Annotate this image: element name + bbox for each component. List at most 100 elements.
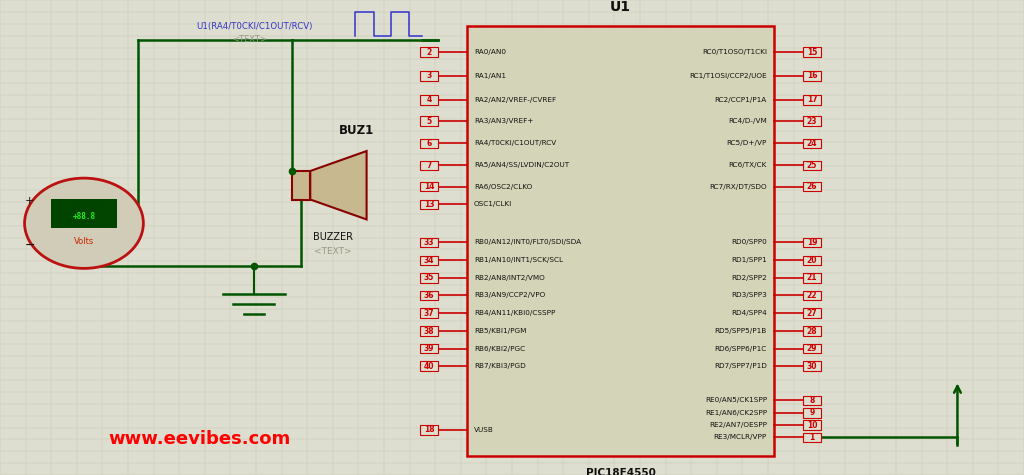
Text: RD3/SPP3: RD3/SPP3 (731, 293, 767, 298)
Bar (292, 171, 310, 200)
Bar (803, 273, 821, 283)
Bar (51, 200, 117, 228)
Bar (420, 326, 438, 336)
Text: 34: 34 (424, 256, 434, 265)
Text: BUZZER: BUZZER (312, 232, 353, 243)
Text: 37: 37 (424, 309, 434, 317)
Text: 35: 35 (424, 274, 434, 282)
Text: 20: 20 (807, 256, 817, 265)
Text: RB2/AN8/INT2/VMO: RB2/AN8/INT2/VMO (474, 275, 545, 281)
Text: 5: 5 (426, 117, 432, 125)
Bar (420, 425, 438, 435)
Text: 9: 9 (809, 408, 815, 417)
Bar (803, 95, 821, 104)
Text: RD5/SPP5/P1B: RD5/SPP5/P1B (715, 328, 767, 334)
Text: 22: 22 (807, 291, 817, 300)
Bar (803, 433, 821, 442)
Bar (803, 116, 821, 126)
Text: RD6/SPP6/P1C: RD6/SPP6/P1C (715, 346, 767, 352)
Text: RB1/AN10/INT1/SCK/SCL: RB1/AN10/INT1/SCK/SCL (474, 257, 563, 263)
Text: 28: 28 (807, 327, 817, 335)
Bar (420, 182, 438, 191)
Bar (420, 161, 438, 170)
Text: Volts: Volts (74, 237, 94, 246)
Text: RA1/AN1: RA1/AN1 (474, 73, 506, 79)
Bar (420, 273, 438, 283)
Bar (803, 139, 821, 148)
Text: 24: 24 (807, 139, 817, 148)
Bar (467, 26, 774, 456)
Text: RB0/AN12/INT0/FLT0/SDI/SDA: RB0/AN12/INT0/FLT0/SDI/SDA (474, 239, 582, 245)
Text: <TEXT>: <TEXT> (232, 35, 267, 44)
Bar (803, 256, 821, 265)
Text: 18: 18 (424, 426, 434, 434)
Bar (420, 139, 438, 148)
Bar (420, 200, 438, 209)
Bar (420, 238, 438, 247)
Text: 6: 6 (426, 139, 432, 148)
Text: RE0/AN5/CK1SPP: RE0/AN5/CK1SPP (705, 398, 767, 403)
Text: RC5/D+/VP: RC5/D+/VP (727, 141, 767, 146)
Text: 30: 30 (807, 362, 817, 370)
Text: 33: 33 (424, 238, 434, 247)
Bar (803, 48, 821, 57)
Text: 2: 2 (426, 48, 432, 57)
Bar (420, 344, 438, 353)
Bar (803, 361, 821, 371)
Text: −: − (25, 239, 35, 252)
Text: 13: 13 (424, 200, 434, 209)
Bar (420, 95, 438, 104)
Text: U1: U1 (610, 0, 631, 14)
Bar (803, 182, 821, 191)
Text: RD1/SPP1: RD1/SPP1 (731, 257, 767, 263)
Text: RB4/AN11/KBI0/CSSPP: RB4/AN11/KBI0/CSSPP (474, 310, 555, 316)
Bar (420, 291, 438, 300)
Bar (803, 408, 821, 418)
Text: 4: 4 (426, 95, 432, 104)
Text: 21: 21 (807, 274, 817, 282)
Text: 39: 39 (424, 344, 434, 353)
Bar (803, 161, 821, 170)
Bar (803, 344, 821, 353)
Text: RC1/T1OSI/CCP2/UOE: RC1/T1OSI/CCP2/UOE (689, 73, 767, 79)
Text: RA0/AN0: RA0/AN0 (474, 49, 506, 55)
Text: 10: 10 (807, 421, 817, 429)
Bar (803, 308, 821, 318)
Text: 36: 36 (424, 291, 434, 300)
Bar (803, 291, 821, 300)
Text: RB3/AN9/CCP2/VPO: RB3/AN9/CCP2/VPO (474, 293, 546, 298)
Text: PIC18F4550: PIC18F4550 (586, 468, 655, 475)
Text: RB6/KBI2/PGC: RB6/KBI2/PGC (474, 346, 525, 352)
Text: +: + (25, 196, 35, 206)
Text: RE2/AN7/OESPP: RE2/AN7/OESPP (709, 422, 767, 428)
Bar (420, 256, 438, 265)
Text: RC0/T1OSO/T1CKI: RC0/T1OSO/T1CKI (702, 49, 767, 55)
Text: 19: 19 (807, 238, 817, 247)
Text: 14: 14 (424, 182, 434, 191)
Text: RC2/CCP1/P1A: RC2/CCP1/P1A (715, 97, 767, 103)
Bar (803, 420, 821, 430)
Text: 17: 17 (807, 95, 817, 104)
Text: 1: 1 (809, 433, 815, 442)
Bar (420, 308, 438, 318)
Text: 40: 40 (424, 362, 434, 370)
Text: RA4/T0CKI/C1OUT/RCV: RA4/T0CKI/C1OUT/RCV (474, 141, 556, 146)
Text: RA3/AN3/VREF+: RA3/AN3/VREF+ (474, 118, 534, 124)
Text: RA2/AN2/VREF-/CVREF: RA2/AN2/VREF-/CVREF (474, 97, 556, 103)
Text: 27: 27 (807, 309, 817, 317)
Text: RE3/MCLR/VPP: RE3/MCLR/VPP (714, 435, 767, 440)
Text: RA6/OSC2/CLKO: RA6/OSC2/CLKO (474, 184, 532, 190)
Text: 26: 26 (807, 182, 817, 191)
Text: RC6/TX/CK: RC6/TX/CK (729, 162, 767, 168)
Text: 25: 25 (807, 161, 817, 170)
Bar (420, 71, 438, 81)
Text: U1(RA4/T0CKI/C1OUT/RCV): U1(RA4/T0CKI/C1OUT/RCV) (197, 22, 313, 30)
Text: RC7/RX/DT/SDO: RC7/RX/DT/SDO (710, 184, 767, 190)
Bar (420, 48, 438, 57)
Text: www.eevibes.com: www.eevibes.com (109, 430, 291, 448)
Text: 29: 29 (807, 344, 817, 353)
Text: RB5/KBI1/PGM: RB5/KBI1/PGM (474, 328, 526, 334)
Text: RD4/SPP4: RD4/SPP4 (731, 310, 767, 316)
Bar (420, 361, 438, 371)
Bar (803, 71, 821, 81)
